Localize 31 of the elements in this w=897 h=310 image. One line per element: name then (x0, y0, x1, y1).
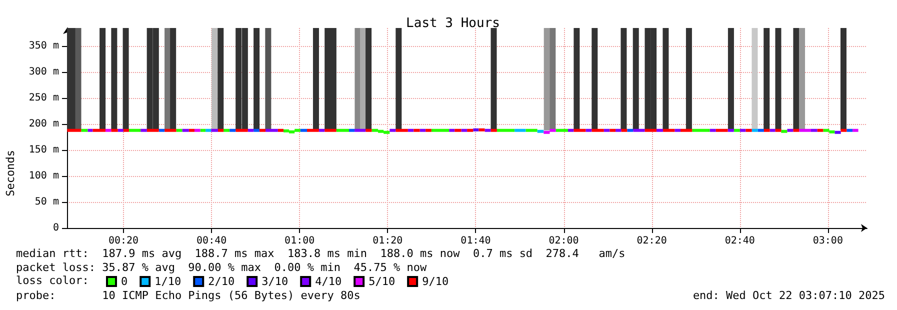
x-tick-label: 01:00 (284, 236, 315, 246)
chart-title: Last 3 Hours (406, 16, 500, 31)
x-tick-label: 01:20 (372, 236, 403, 246)
y-tick-label: 200 m (28, 118, 59, 130)
x-tick-label: 02:00 (548, 236, 579, 246)
x-tick-label: 02:20 (636, 236, 667, 246)
y-tick-label: 100 m (28, 170, 59, 182)
legend-label: 3/10 (262, 275, 288, 288)
x-tick-label: 02:40 (724, 236, 755, 246)
y-tick-label: 50 m (34, 196, 59, 208)
legend-label: 0 (121, 275, 128, 288)
text: probe: 10 ICMP Echo Pings (56 Bytes) every 80s (16, 289, 360, 302)
y-tick-label: 250 m (28, 92, 59, 104)
x-tick-label: 03:00 (812, 236, 843, 246)
y-tick-label: 150 m (28, 144, 59, 156)
legend-label: 2/10 (208, 275, 235, 288)
text: end: Wed Oct 22 03:07:10 2025 (692, 289, 885, 302)
x-tick-label: 00:20 (108, 236, 139, 246)
legend-title: loss color: (16, 274, 89, 287)
text: median rtt: 187.9 ms avg 188.7 ms max 183.8 ms min 188.0 ms now 0.7 ms sd 278.4 am/s (16, 247, 626, 260)
y-axis-title: Seconds (4, 150, 17, 196)
x-tick-label: 00:40 (196, 236, 227, 246)
y-tick-label: 300 m (28, 66, 59, 78)
legend-label: 4/10 (315, 275, 342, 288)
legend-label: 9/10 (422, 275, 449, 288)
x-tick-label: 01:40 (460, 236, 491, 246)
text: packet loss: 35.87 % avg 90.00 % max 0.00 % min 45.75 % now (16, 261, 427, 274)
y-tick-label: 350 m (28, 40, 59, 52)
legend-label: 1/10 (154, 275, 182, 288)
legend-label: 5/10 (368, 275, 396, 288)
y-tick-label: 0 (52, 222, 59, 234)
